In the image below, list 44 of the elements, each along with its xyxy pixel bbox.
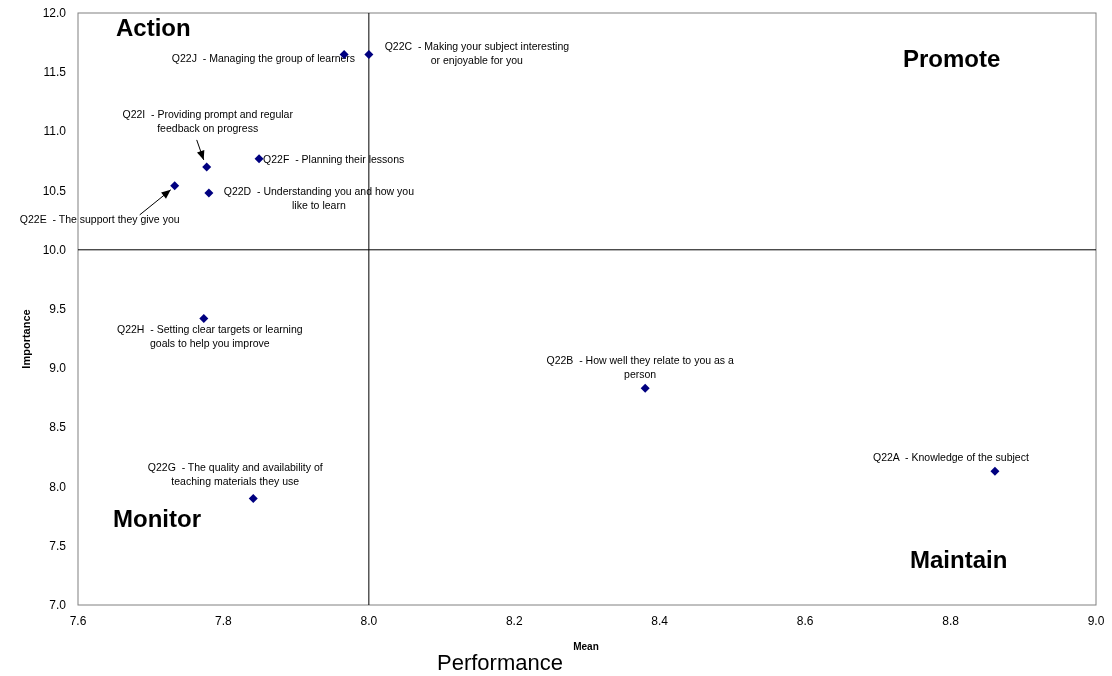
x-tick-label: 9.0 [1087,614,1105,628]
x-tick-label: 8.2 [505,614,523,628]
point [202,162,212,172]
annotation: Action [116,14,191,41]
point [990,466,1000,476]
point [254,154,264,164]
y-tick-label: 9.5 [49,302,67,316]
point [199,313,209,323]
annotation: Maintain [910,546,1008,573]
y-tick-label: 10.0 [42,242,67,257]
point [170,181,180,191]
annotation: Q22F - Planning their lessons [263,152,405,165]
point [204,188,214,198]
y-axis-title: Importance [20,309,32,369]
annotation: Q22G - The quality and availability of teaching materials they use [147,461,323,488]
annotation: Promote [903,45,1001,72]
x-tick-label: 8.4 [651,614,669,628]
y-tick-label: 11.5 [43,65,67,80]
x-axis-title: Mean [573,641,599,652]
x-tick-label: 8.6 [796,614,814,628]
x-tick-label: 7.8 [215,614,233,628]
annotation: Q22H - Setting clear targets or learning goals to help you improve [117,323,303,350]
point [364,49,374,59]
y-tick-label: 7.5 [49,538,67,553]
y-tick-label: 9.0 [49,361,67,376]
point [248,493,258,503]
annotation: Q22J - Managing the group of learners [171,52,356,65]
annotation: Q22I - Providing prompt and regular feedback on progress [122,107,294,134]
y-tick-label: 8.5 [49,420,67,435]
y-tick-label: 8.0 [49,479,67,494]
text: Performance [437,650,563,675]
y-tick-label: 7.0 [49,598,67,612]
x-tick-label: 7.6 [69,614,87,628]
annotation: Q22E - The support they give you [19,212,180,225]
annotation: Q22B - How well they relate to you as a person [546,354,734,381]
annotation: Q22C - Making your subject interesting or enjoyable for you [384,40,570,67]
annotation: Monitor [113,505,201,532]
y-tick-label: 10.5 [42,183,67,198]
x-tick-label: 8.8 [942,614,960,628]
y-tick-label: 12.0 [42,6,67,20]
y-tick-label: 11.0 [43,124,67,139]
point [640,383,650,393]
x-tick-label: 8.0 [360,614,378,628]
annotation: Q22A - Knowledge of the subject [873,451,1029,464]
